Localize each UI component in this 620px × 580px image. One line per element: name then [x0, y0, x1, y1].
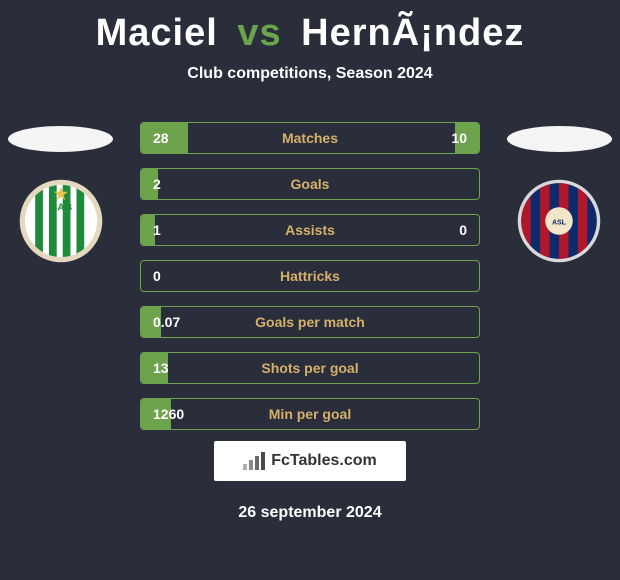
- stat-value-left: 1260: [141, 406, 191, 422]
- stat-label: Min per goal: [191, 406, 429, 422]
- fctables-bars-icon: [243, 452, 265, 470]
- stat-value-right: 10: [429, 130, 479, 146]
- stat-row: 28Matches10: [140, 122, 480, 154]
- stat-value-left: 28: [141, 130, 191, 146]
- title-vs: vs: [237, 12, 281, 54]
- club-logo-left-svg: CAB: [18, 178, 104, 264]
- stat-label: Hattricks: [191, 268, 429, 284]
- stat-row: 0.07Goals per match: [140, 306, 480, 338]
- fctables-badge: FcTables.com: [214, 441, 406, 481]
- stat-row: 13Shots per goal: [140, 352, 480, 384]
- subtitle: Club competitions, Season 2024: [0, 65, 620, 83]
- svg-text:CAB: CAB: [50, 203, 72, 214]
- club-logo-left: CAB: [18, 178, 104, 264]
- club-ellipse-right: [507, 126, 612, 152]
- club-logo-right-svg: ASL: [516, 178, 602, 264]
- stat-row: 1260Min per goal: [140, 398, 480, 430]
- stat-value-left: 0: [141, 268, 191, 284]
- club-logo-right: ASL: [516, 178, 602, 264]
- stat-value-left: 13: [141, 360, 191, 376]
- stat-value-left: 2: [141, 176, 191, 192]
- stat-label: Matches: [191, 130, 429, 146]
- stat-label: Goals per match: [191, 314, 429, 330]
- stat-label: Assists: [191, 222, 429, 238]
- stat-label: Goals: [191, 176, 429, 192]
- fctables-text: FcTables.com: [271, 452, 377, 470]
- stat-value-left: 0.07: [141, 314, 191, 330]
- stat-value-right: 0: [429, 222, 479, 238]
- player1-name: Maciel: [96, 12, 218, 54]
- player2-name: HernÃ¡ndez: [301, 12, 524, 54]
- stat-row: 2Goals: [140, 168, 480, 200]
- stat-label: Shots per goal: [191, 360, 429, 376]
- stat-value-left: 1: [141, 222, 191, 238]
- date-text: 26 september 2024: [0, 504, 620, 522]
- stats-container: 28Matches102Goals1Assists00Hattricks0.07…: [140, 122, 480, 444]
- stat-row: 1Assists0: [140, 214, 480, 246]
- stat-row: 0Hattricks: [140, 260, 480, 292]
- comparison-title: Maciel vs HernÃ¡ndez: [0, 0, 620, 55]
- svg-text:ASL: ASL: [552, 219, 566, 226]
- club-ellipse-left: [8, 126, 113, 152]
